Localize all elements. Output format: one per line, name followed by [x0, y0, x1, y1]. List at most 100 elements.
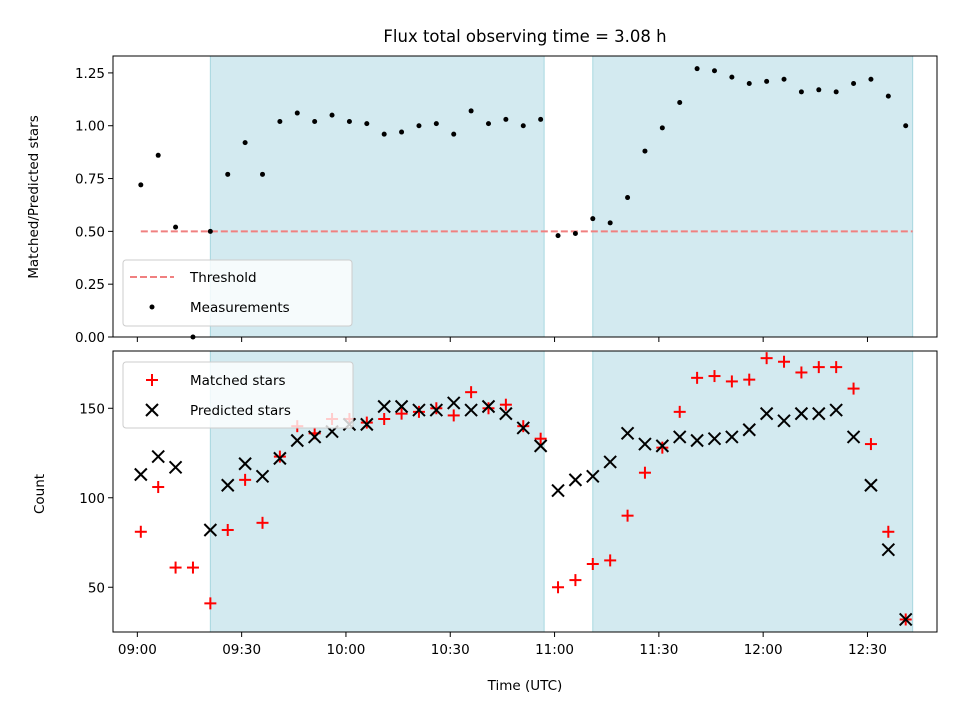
- measurements-point: [816, 87, 822, 93]
- predicted-stars-point: [742, 423, 756, 437]
- predicted-stars-point: [307, 430, 322, 444]
- predicted-stars-point: [759, 406, 774, 421]
- predicted-stars-point: [829, 403, 843, 417]
- bottom-x-tick-label: 10:00: [326, 642, 365, 658]
- measurements-point: [207, 228, 213, 234]
- matched-stars-point: [430, 402, 443, 415]
- measurements-point: [659, 125, 665, 131]
- matched-stars-point: [395, 407, 408, 420]
- matched-stars-point: [517, 420, 530, 433]
- legend-matched-label: Matched stars: [190, 373, 286, 389]
- top-panel: 0.00 0.25 0.50 0.75 1.00 1.25 Matched/Predict…: [26, 55, 938, 346]
- measurements-point: [764, 78, 770, 84]
- bottom-x-tick-label: 10:30: [431, 642, 470, 658]
- measurements-point: [885, 93, 891, 99]
- matched-stars-point: [360, 416, 373, 429]
- predicted-stars-point: [238, 457, 252, 471]
- predicted-stars-point: [394, 399, 409, 414]
- top-axes-frame: [112, 55, 938, 338]
- legend-matched-swatch: [146, 374, 158, 386]
- top-shaded-span-2: [592, 55, 914, 338]
- matched-stars-point: [169, 561, 182, 574]
- predicted-stars-point: [360, 417, 374, 432]
- predicted-stars-point: [690, 433, 704, 448]
- measurements-point: [260, 171, 266, 177]
- bottom-y-tick-label: 100: [79, 491, 105, 507]
- predicted-stars-point: [273, 451, 287, 466]
- predicted-stars-point: [134, 467, 148, 482]
- predicted-stars-point: [412, 403, 426, 417]
- top-y-tick-label: 0.50: [75, 224, 105, 240]
- matched-stars-point: [256, 516, 269, 529]
- predicted-stars-point: [777, 414, 791, 428]
- predicted-stars-point: [568, 473, 583, 487]
- measurements-point: [294, 110, 300, 116]
- bottom-shaded-span-2: [592, 350, 914, 633]
- matched-stars-point: [239, 473, 252, 486]
- matched-stars-point: [882, 525, 895, 538]
- predicted-stars-point: [499, 406, 513, 421]
- measurements-point: [225, 171, 231, 177]
- predicted-stars-point: [899, 612, 913, 627]
- measurements-point: [903, 123, 909, 129]
- measurements-point: [155, 152, 161, 158]
- predicted-stars-point: [707, 431, 722, 446]
- matched-stars-point: [273, 450, 286, 463]
- top-y-tick-label: 0.75: [75, 172, 105, 188]
- bottom-y-axis-label: Count: [32, 474, 48, 514]
- matched-stars-point: [586, 557, 599, 570]
- measurements-point: [746, 80, 752, 86]
- bottom-panel: 50 100 150 09:00 09:30 10:00 10:30 11:00 11:30 1…: [32, 350, 938, 694]
- bottom-x-tick-label: 11:30: [639, 642, 678, 658]
- top-y-tick-label: 1.00: [75, 119, 105, 135]
- measurements-point: [503, 116, 509, 122]
- matched-stars-point: [447, 409, 460, 422]
- top-y-tick-label: 1.25: [75, 66, 105, 82]
- measurements-point: [781, 76, 787, 82]
- matched-stars-point: [412, 405, 425, 418]
- bottom-legend-box: [122, 361, 354, 429]
- measurements-point: [364, 121, 370, 127]
- predicted-stars-point: [864, 478, 878, 492]
- measurements-point: [451, 131, 457, 137]
- predicted-stars-point: [638, 437, 652, 451]
- matched-stars-point: [499, 398, 512, 411]
- matched-stars-point: [743, 373, 756, 386]
- top-legend-box: [122, 259, 353, 327]
- predicted-stars-point: [481, 399, 496, 414]
- measurements-point: [312, 118, 318, 124]
- measurements-point: [833, 89, 839, 95]
- legend-predicted-swatch: [145, 403, 159, 417]
- matched-stars-point: [795, 366, 808, 379]
- predicted-stars-point: [377, 399, 391, 414]
- bottom-legend: Matched stars Predicted stars: [122, 361, 354, 429]
- matched-stars-point: [134, 525, 147, 538]
- top-y-ticks: 0.00 0.25 0.50 0.75 1.00 1.25: [75, 66, 113, 346]
- measurements-point: [555, 233, 561, 239]
- predicted-stars-point: [255, 469, 270, 483]
- measurements-point: [711, 68, 717, 74]
- measurements-point: [694, 66, 700, 72]
- predicted-stars-point: [812, 406, 826, 421]
- measurements-point: [173, 224, 179, 230]
- matched-stars-point: [221, 523, 234, 536]
- matched-stars-point: [569, 574, 582, 587]
- measurements-point: [729, 74, 735, 80]
- matched-stars-point: [691, 371, 704, 384]
- measurements-point: [381, 131, 387, 137]
- predicted-stars-point: [620, 426, 635, 441]
- legend-measurements-label: Measurements: [190, 300, 290, 316]
- matched-stars-point: [864, 438, 877, 451]
- matched-stars-point: [778, 355, 791, 368]
- top-x-ticks: [136, 337, 868, 342]
- measurements-point: [433, 121, 439, 127]
- measurements-point: [138, 182, 144, 188]
- matched-stars-point: [673, 405, 686, 418]
- bottom-y-tick-label: 150: [79, 401, 105, 417]
- matched-stars-point: [621, 509, 634, 522]
- matched-stars-point: [482, 402, 495, 415]
- predicted-stars-point: [673, 430, 687, 444]
- bottom-axes-frame: [112, 350, 938, 633]
- bottom-y-tick-label: 50: [88, 580, 105, 596]
